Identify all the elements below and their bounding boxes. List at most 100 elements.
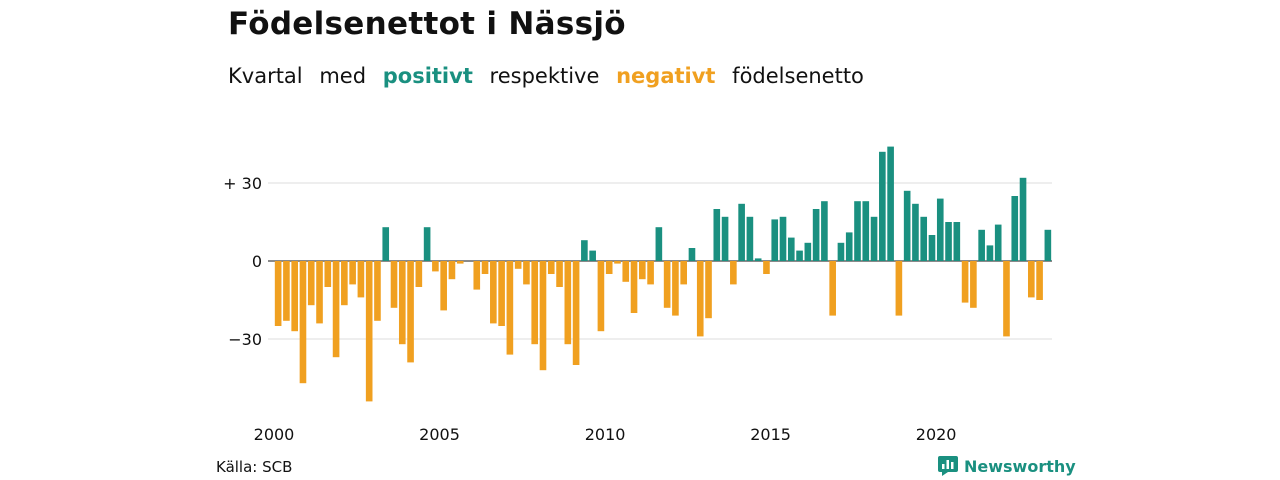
bar-negative (556, 261, 563, 287)
bar-negative (663, 261, 671, 308)
bar-negative (1003, 261, 1010, 337)
bar-positive (804, 242, 812, 261)
bar-positive (1011, 196, 1019, 261)
subtitle-word: Kvartal (228, 64, 303, 88)
bar-negative (341, 261, 348, 306)
x-tick-label: 2015 (750, 425, 791, 444)
bar-negative (506, 261, 514, 355)
bar-negative (547, 261, 555, 274)
bar-positive (837, 242, 845, 261)
bar-negative (605, 261, 613, 274)
bar-positive (1044, 229, 1052, 261)
bar-negative (299, 261, 307, 384)
bar-positive (821, 201, 828, 261)
bar-positive (920, 216, 928, 261)
bar-negative (514, 261, 522, 269)
bar-negative (638, 261, 646, 280)
bar-positive (887, 146, 894, 261)
subtitle-negative-word: negativt (616, 64, 716, 88)
subtitle-positive-word: positivt (382, 64, 473, 88)
subtitle-word: med (319, 64, 367, 88)
bar-positive (655, 227, 663, 261)
bar-negative (365, 261, 373, 402)
y-tick-label: 0 (252, 252, 262, 271)
x-tick-label: 2000 (254, 425, 295, 444)
bar-negative (291, 261, 299, 332)
brand-logo: Newsworthy (938, 456, 1076, 476)
bar-negative (432, 261, 439, 272)
bar-negative (539, 261, 547, 371)
bar-negative (1027, 261, 1035, 298)
bar-negative (730, 261, 737, 285)
x-tick-label: 2020 (916, 425, 957, 444)
bar-positive (382, 227, 390, 261)
bar-negative (407, 261, 414, 363)
subtitle-word: respektive (489, 64, 600, 88)
bar-negative (696, 261, 704, 337)
bar-positive (779, 216, 787, 261)
bar-positive (854, 201, 861, 261)
bar-negative (332, 261, 340, 358)
bar-positive (721, 216, 729, 261)
bar-negative (763, 261, 770, 274)
bar-negative (597, 261, 605, 332)
bar-positive (589, 250, 596, 261)
bar-negative (398, 261, 406, 345)
bar-positive (862, 201, 870, 261)
bar-positive (912, 203, 919, 261)
x-tick-label: 2005 (419, 425, 460, 444)
bar-negative (705, 261, 712, 319)
bar-positive (928, 235, 936, 261)
bar-positive (796, 250, 803, 261)
bar-positive (787, 237, 795, 261)
bar-negative (324, 261, 332, 287)
bar-positive (953, 222, 961, 261)
bar-positive (746, 216, 754, 261)
chart-subtitle: Kvartal med positivt respektive negativt… (228, 64, 874, 88)
bar-negative (448, 261, 456, 280)
bar-negative (829, 261, 836, 316)
bar-positive (870, 216, 878, 261)
bar-negative (672, 261, 679, 316)
bar-negative (961, 261, 969, 303)
x-tick-label: 2010 (585, 425, 626, 444)
bar-positive (713, 209, 721, 261)
brand-name: Newsworthy (964, 456, 1076, 476)
bar-negative (283, 261, 290, 321)
bar-negative (630, 261, 638, 313)
bar-negative (531, 261, 539, 345)
bar-positive (936, 198, 944, 261)
bar-positive (423, 227, 431, 261)
bar-positive (994, 224, 1002, 261)
bar-negative (473, 261, 481, 290)
bar-negative (357, 261, 365, 298)
bar-negative (316, 261, 323, 324)
bar-negative (349, 261, 356, 285)
bar-negative (895, 261, 903, 316)
newsworthy-logo-icon (938, 456, 958, 476)
subtitle-word: födelsenetto (732, 64, 864, 88)
bar-negative (680, 261, 688, 285)
bar-negative (374, 261, 381, 321)
bar-positive (986, 245, 994, 261)
y-tick-label: + 30 (223, 174, 262, 193)
bar-negative (274, 261, 282, 326)
bar-positive (812, 209, 820, 261)
bar-negative (307, 261, 315, 306)
bar-positive (879, 151, 886, 261)
bar-positive (945, 222, 952, 261)
bar-negative (415, 261, 423, 287)
bar-positive (845, 232, 853, 261)
bar-negative (490, 261, 497, 324)
bar-positive (1019, 177, 1027, 261)
source-note: Källa: SCB (216, 458, 293, 476)
bar-positive (771, 219, 779, 261)
bar-negative (498, 261, 505, 326)
bar-positive (738, 203, 745, 261)
bar-negative (614, 261, 621, 264)
bar-negative (481, 261, 489, 274)
bar-negative (572, 261, 580, 365)
bar-positive (903, 190, 911, 261)
bar-negative (647, 261, 654, 285)
